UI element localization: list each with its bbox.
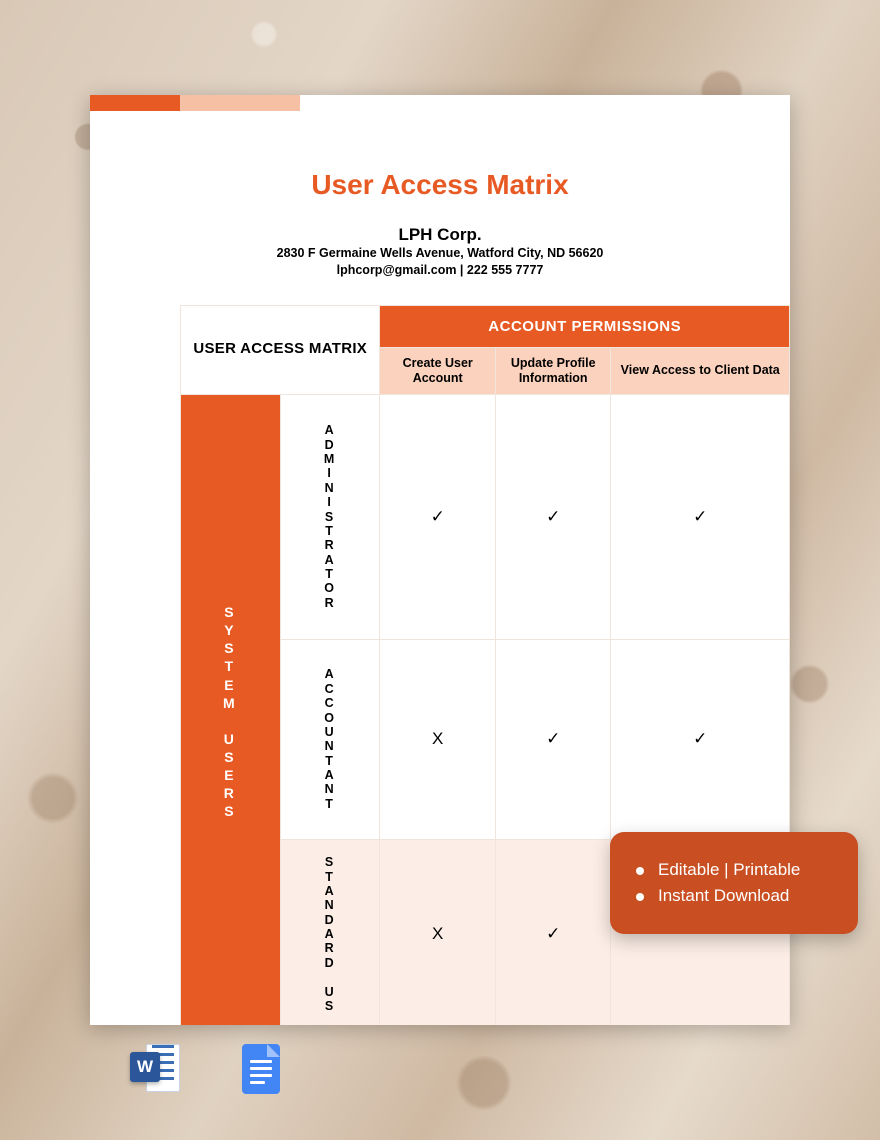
cell-0-2: ✓ bbox=[611, 394, 790, 639]
badge-item-0: Editable | Printable bbox=[636, 860, 828, 880]
col-header-1: Update Profile Information bbox=[495, 347, 610, 394]
role-0: ADMINISTRATOR bbox=[280, 394, 380, 639]
company-address: 2830 F Germaine Wells Avenue, Watford Ci… bbox=[110, 245, 770, 262]
company-contact: lphcorp@gmail.com | 222 555 7777 bbox=[110, 262, 770, 279]
cell-0-0: ✓ bbox=[380, 394, 495, 639]
top-accent-strip bbox=[90, 95, 790, 111]
cell-0-1: ✓ bbox=[495, 394, 610, 639]
app-icons-row: W bbox=[130, 1044, 286, 1094]
cell-1-0: X bbox=[380, 639, 495, 839]
corner-header: USER ACCESS MATRIX bbox=[181, 305, 380, 394]
cell-2-0: X bbox=[380, 839, 495, 1025]
page-title: User Access Matrix bbox=[110, 169, 770, 201]
col-header-0: Create User Account bbox=[380, 347, 495, 394]
document-header: User Access Matrix LPH Corp. 2830 F Germ… bbox=[90, 111, 790, 293]
side-header: SYSTEM USERS bbox=[181, 394, 281, 1025]
col-header-2: View Access to Client Data bbox=[611, 347, 790, 394]
permissions-header: ACCOUNT PERMISSIONS bbox=[380, 305, 790, 347]
word-icon[interactable]: W bbox=[130, 1044, 180, 1094]
badge-item-1: Instant Download bbox=[636, 886, 828, 906]
role-1: ACCOUNTANT bbox=[280, 639, 380, 839]
cell-1-1: ✓ bbox=[495, 639, 610, 839]
role-2: STANDARD US bbox=[280, 839, 380, 1025]
company-name: LPH Corp. bbox=[110, 225, 770, 245]
feature-badge: Editable | Printable Instant Download bbox=[610, 832, 858, 934]
cell-1-2: ✓ bbox=[611, 639, 790, 839]
google-docs-icon[interactable] bbox=[236, 1044, 286, 1094]
cell-2-1: ✓ bbox=[495, 839, 610, 1025]
